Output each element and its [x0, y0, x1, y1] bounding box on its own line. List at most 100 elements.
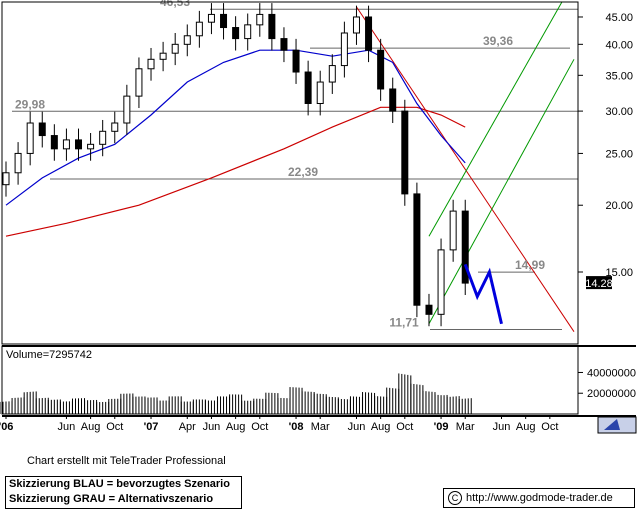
price-bar	[316, 81, 324, 104]
date-tick-label: Oct	[106, 421, 123, 433]
price-tick-label: 40.00	[605, 39, 633, 51]
price-bar	[38, 122, 46, 137]
trend-lines	[356, 1, 575, 332]
price-bar	[328, 65, 336, 83]
blue-scenario-projection	[463, 263, 503, 325]
date-tick-label: Aug	[226, 421, 246, 433]
legend-grau: Skizzierung GRAU = Alternativszenario	[9, 493, 214, 505]
price-tick-label: 25.00	[605, 148, 633, 160]
price-bar	[207, 13, 215, 23]
date-tick-label: Oct	[541, 421, 558, 433]
moving-average-blue-line	[5, 49, 466, 206]
last-price-label: 14.28	[585, 278, 613, 290]
date-tick-label: '06	[0, 421, 13, 433]
source-url[interactable]: http://www.godmode-trader.de	[466, 492, 613, 504]
date-tick-label: '08	[289, 421, 304, 433]
level-label: 29,98	[15, 97, 45, 111]
date-tick-label: Oct	[396, 421, 413, 433]
date-tick-label: Oct	[251, 421, 268, 433]
date-tick-label: Mar	[456, 421, 475, 433]
price-level-labels: 46,53 39,36 29,98 22,39 14,99 11,71	[15, 0, 545, 329]
chart-frames	[1, 1, 637, 434]
price-bar	[111, 122, 119, 132]
date-tick-label: Aug	[371, 421, 391, 433]
price-bar	[449, 210, 457, 251]
price-bar	[220, 13, 228, 29]
date-tick-label: Apr	[179, 421, 196, 433]
volume-tick-label: 40000000	[587, 367, 636, 379]
level-label: 46,53	[160, 0, 190, 9]
price-bar	[26, 122, 34, 154]
price-bar	[87, 143, 95, 150]
price-bar	[340, 32, 348, 67]
price-tick-label: 35.00	[605, 70, 633, 82]
price-bar	[232, 27, 240, 40]
price-candles	[2, 3, 469, 327]
price-bar	[268, 13, 276, 40]
price-bar	[461, 210, 469, 284]
price-bar	[159, 52, 167, 60]
resistance-trend-line	[356, 6, 575, 332]
price-tick-label: 20.00	[605, 200, 633, 212]
price-bar	[280, 38, 288, 51]
pen-tool-icon	[604, 419, 620, 430]
price-bar	[183, 35, 191, 45]
level-label: 22,39	[288, 165, 318, 179]
copyright-icon: C	[448, 491, 462, 506]
last-price-badge	[586, 276, 612, 290]
price-tick-label: 15.00	[605, 267, 633, 279]
date-tick-label: Jun	[493, 421, 511, 433]
channel-trend-line	[428, 1, 563, 237]
price-bar	[377, 49, 385, 90]
price-bar	[256, 13, 264, 26]
date-tick-label: Jun	[58, 421, 76, 433]
date-tick-label: Jun	[348, 421, 366, 433]
price-axis: 15.00 20.00 25.00 30.00 35.00 40.00 45.00 14.28	[585, 12, 633, 290]
date-tick-label: Mar	[311, 421, 330, 433]
price-bar	[99, 130, 107, 145]
scenario-legend: Skizzierung BLAU = bevorzugtes Szenario …	[5, 476, 242, 509]
price-bar	[389, 88, 397, 112]
date-axis: '06 Jun Aug Oct '07 Apr Jun Aug Oct '08 Mar Jun Aug O…	[0, 416, 558, 433]
price-bar	[50, 135, 58, 150]
volume-panel: Volume=7295742 20000000 40000000	[0, 349, 636, 414]
price-bar	[75, 139, 83, 150]
price-bar	[437, 249, 445, 315]
date-tick-label: Aug	[81, 421, 101, 433]
price-bar	[425, 304, 433, 315]
price-grid	[578, 16, 583, 273]
price-bar	[365, 16, 373, 51]
level-label: 14,99	[515, 258, 545, 272]
chart-credit: Chart erstellt mit TeleTrader Profession…	[27, 455, 226, 467]
level-label: 39,36	[483, 34, 513, 48]
date-tick-label: '07	[144, 421, 159, 433]
price-bar	[14, 152, 22, 174]
level-label: 11,71	[389, 315, 419, 329]
price-bar	[171, 43, 179, 54]
price-bar	[2, 172, 10, 186]
price-bar	[304, 71, 312, 104]
date-tick-label: Jun	[203, 421, 221, 433]
price-bar	[195, 21, 203, 37]
moving-average-red-line	[5, 106, 466, 237]
stock-chart: 46,53 39,36 29,98 22,39 14,99 11,71 15.00 20.0…	[0, 0, 637, 434]
price-tick-label: 45.00	[605, 12, 633, 24]
volume-title: Volume=7295742	[6, 349, 92, 361]
price-bar	[62, 139, 70, 150]
price-panel-frame	[1, 1, 579, 345]
price-bar	[123, 95, 131, 124]
price-level-lines	[12, 8, 578, 330]
volume-tick-label: 20000000	[587, 388, 636, 400]
date-tick-label: '09	[434, 421, 449, 433]
price-tick-label: 30.00	[605, 106, 633, 118]
price-bar	[292, 49, 300, 73]
date-tick-label: Aug	[516, 421, 536, 433]
channel-trend-line	[428, 59, 575, 325]
legend-blue: Skizzierung BLAU = bevorzugtes Szenario	[9, 478, 230, 490]
price-bar	[401, 110, 409, 195]
volume-panel-frame	[1, 345, 579, 415]
price-bar	[147, 58, 155, 70]
price-bar	[352, 16, 360, 34]
price-bar	[413, 193, 421, 306]
